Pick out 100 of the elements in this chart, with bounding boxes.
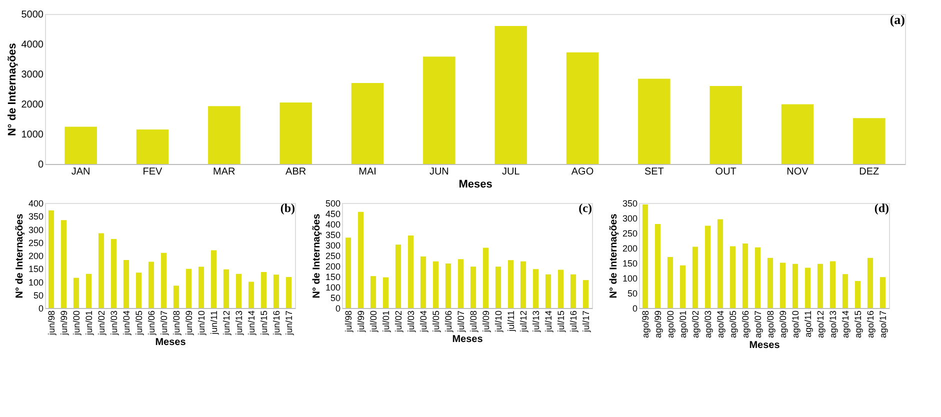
x-tick-label: MAI <box>358 166 376 178</box>
x-tick-label: jul/02 <box>393 310 404 334</box>
y-tick-label: 0 <box>38 304 44 314</box>
bar <box>520 261 526 308</box>
x-tick-label: jun/11 <box>208 310 219 336</box>
x-axis-title: Meses <box>458 178 492 190</box>
x-tick-label: jul/10 <box>493 310 504 334</box>
y-tick-label: 500 <box>325 198 340 208</box>
y-tick-label: 0 <box>38 160 44 170</box>
y-tick-label: 200 <box>622 244 638 254</box>
x-tick-label: jul/00 <box>368 310 378 334</box>
bar <box>545 274 552 308</box>
bar <box>351 83 384 164</box>
bar <box>408 236 414 308</box>
x-tick-label: jul/98 <box>343 310 354 334</box>
bar <box>273 274 280 308</box>
x-tick-label: OUT <box>715 166 736 178</box>
bar <box>48 210 54 308</box>
x-tick-label: ago/08 <box>765 310 776 338</box>
x-tick-label: ago/16 <box>865 310 876 338</box>
bar <box>160 252 167 308</box>
x-tick-label: jun/02 <box>96 310 106 336</box>
x-tick-label: jun/03 <box>108 310 119 336</box>
bar <box>370 276 376 308</box>
bar <box>60 220 67 308</box>
x-tick-label: jun/10 <box>196 310 206 336</box>
x-tick-label: jul/08 <box>468 310 478 334</box>
x-tick-label: AGO <box>571 166 594 178</box>
bar <box>208 106 240 164</box>
y-tick-label: 150 <box>325 272 340 282</box>
x-tick-label: MAR <box>213 166 236 178</box>
x-tick-label: ago/13 <box>828 310 838 338</box>
y-axis-title: N° de Internações <box>6 42 18 136</box>
bar <box>717 219 724 308</box>
bar <box>767 258 774 308</box>
y-axis-title: N° de Internações <box>608 213 620 298</box>
bar <box>842 274 848 308</box>
x-tick-label: jul/07 <box>456 310 466 334</box>
x-axis-title: Meses <box>452 334 484 346</box>
y-tick-label: 50 <box>330 293 340 303</box>
y-tick-label: 400 <box>28 198 44 208</box>
x-tick-label: FEV <box>142 166 163 178</box>
bar <box>223 269 230 308</box>
bar <box>494 26 527 164</box>
x-tick-label: ago/05 <box>728 310 738 338</box>
x-tick-label: jun/99 <box>58 310 69 336</box>
y-tick-label: 2000 <box>21 100 44 110</box>
bar <box>730 246 736 308</box>
bar <box>570 274 576 308</box>
x-tick-label: ago/11 <box>802 310 813 338</box>
x-tick-label: jul/04 <box>418 310 428 334</box>
x-tick-label: jun/01 <box>84 310 94 336</box>
x-axis-title: Meses <box>749 340 780 352</box>
bar <box>704 226 711 308</box>
x-tick-label: ago/10 <box>790 310 800 338</box>
y-tick-label: 150 <box>28 264 44 274</box>
bar <box>532 269 539 308</box>
bar <box>558 270 564 308</box>
x-tick-label: jul/15 <box>556 310 566 334</box>
x-tick-label: jul/13 <box>530 310 541 334</box>
x-tick-label: JAN <box>71 166 90 178</box>
y-tick-label: 0 <box>632 304 638 314</box>
bar <box>817 264 824 308</box>
x-tick-label: ago/04 <box>715 310 726 338</box>
x-tick-label: ago/02 <box>690 310 700 338</box>
bar <box>123 260 130 308</box>
x-tick-label: ago/07 <box>752 310 763 338</box>
x-tick-label: jun/05 <box>134 310 144 336</box>
bar <box>395 244 402 308</box>
bar <box>73 278 80 308</box>
y-tick-label: 300 <box>325 240 340 250</box>
bar <box>420 256 426 308</box>
annotation: (b) <box>280 201 295 215</box>
y-tick-label: 4000 <box>21 40 44 50</box>
y-tick-label: 100 <box>622 274 638 284</box>
x-tick-label: jun/08 <box>171 310 182 336</box>
y-tick-label: 50 <box>627 288 638 298</box>
x-tick-label: ABR <box>286 166 306 178</box>
bar <box>236 274 242 308</box>
x-tick-label: ago/03 <box>702 310 713 338</box>
bar <box>136 130 169 164</box>
bar <box>642 204 648 308</box>
bar <box>260 272 267 308</box>
x-tick-label: jun/17 <box>284 310 294 336</box>
x-tick-label: ago/06 <box>740 310 750 338</box>
x-tick-label: jul/01 <box>380 310 391 334</box>
bar <box>423 56 456 164</box>
bar <box>186 268 192 308</box>
bar <box>582 280 589 308</box>
bar <box>432 261 439 308</box>
bar <box>854 281 861 308</box>
x-tick-label: DEZ <box>859 166 880 178</box>
y-tick-label: 1000 <box>21 130 44 140</box>
x-tick-label: NOV <box>786 166 809 178</box>
y-tick-label: 5000 <box>21 10 44 20</box>
x-tick-label: ago/15 <box>852 310 863 338</box>
bar <box>136 272 142 308</box>
x-tick-label: jun/04 <box>121 310 132 336</box>
bar <box>654 224 661 308</box>
bar <box>830 261 836 308</box>
